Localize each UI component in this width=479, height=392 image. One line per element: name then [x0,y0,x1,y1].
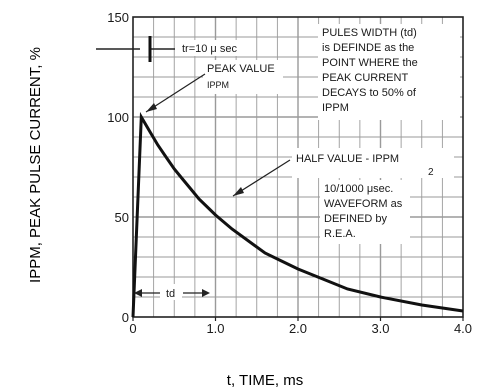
x-tick-label: 0 [129,321,136,336]
annotations: tr=10 μ sec PEAK VALUE IPPM PULES WIDTH (td… [96,24,460,300]
half-value-arrowhead [233,187,244,196]
tr-label: tr=10 μ sec [182,43,237,55]
pulse-width-text: IPPM [322,102,349,114]
y-tick-label: 0 [122,310,129,325]
x-tick-label: 4.0 [454,321,472,336]
y-axis-label: IPPM, PEAK PULSE CURRENT, % [27,47,44,283]
tick-labels: 0 1.0 2.0 3.0 4.0 0 50 100 150 [107,10,472,336]
waveform-curve [131,111,464,318]
peak-value-label: PEAK VALUE [207,63,275,75]
td-arrowhead-left [134,289,142,297]
td-label-bg [160,284,182,300]
half-value-label: HALF VALUE - IPPM [296,153,399,165]
pulse-width-text: DECAYS to 50% of [322,87,417,99]
peak-arrowhead [146,103,157,112]
waveform-bg [320,180,410,244]
pulse-width-text: PEAK CURRENT [322,72,408,84]
waveform-text: 10/1000 μsec. [324,183,393,195]
x-tick-label: 1.0 [206,321,224,336]
peak-value-sub: IPPM [207,80,229,90]
y-tick-label: 100 [107,110,129,125]
y-tick-label: 50 [115,210,129,225]
pulse-width-text: is DEFINDE as the [322,42,414,54]
y-tick-label: 150 [107,10,129,25]
x-tick-label: 3.0 [371,321,389,336]
pulse-width-bg [318,24,460,120]
half-value-bg [292,148,454,178]
pulse-width-text: POINT WHERE the [322,57,418,69]
peak-arrow [145,73,206,113]
waveform-text: R.E.A. [324,228,356,240]
tr-label-bg [178,40,254,56]
x-axis-label: t, TIME, ms [227,372,303,389]
peak-label-bg [203,60,283,94]
td-arrowhead-right [202,289,210,297]
waveform-text: WAVEFORM as [324,198,403,210]
half-value-denominator: 2 [428,167,434,178]
x-tick-label: 2.0 [289,321,307,336]
pulse-width-text: PULES WIDTH (td) [322,27,417,39]
waveform-text: DEFINED by [324,213,387,225]
td-label: td [166,288,175,300]
